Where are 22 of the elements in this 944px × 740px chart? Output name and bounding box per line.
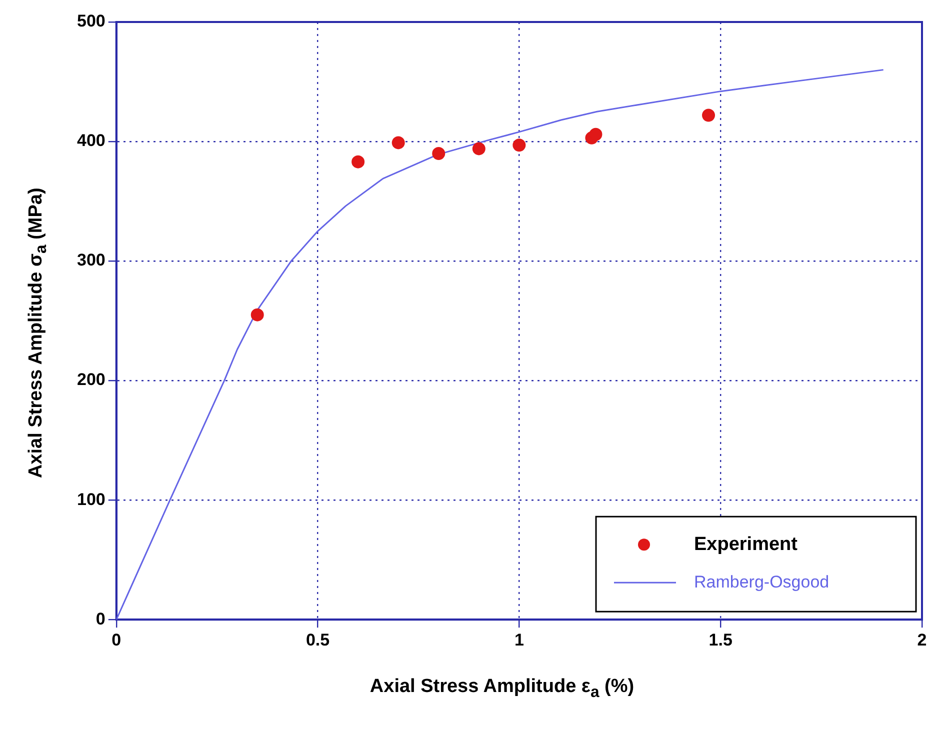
point xyxy=(392,136,405,150)
y-tick-label: 200 xyxy=(76,370,106,390)
point xyxy=(472,142,486,156)
x-tick-label: 0 xyxy=(112,630,122,650)
point xyxy=(250,308,264,322)
point xyxy=(432,146,446,160)
point xyxy=(512,138,526,152)
y-tick-label: 500 xyxy=(76,12,106,31)
legend-label: Ramberg-Osgood xyxy=(694,572,830,592)
x-tick-label: 1 xyxy=(514,630,524,650)
point xyxy=(589,128,602,141)
y-tick-label: 100 xyxy=(76,490,106,509)
y-tick-label: 400 xyxy=(76,131,106,150)
x-tick-label: 1.5 xyxy=(708,630,732,650)
point xyxy=(702,108,716,122)
x-axis-title: Axial Stress Amplitude ε$_{a}$ (%) xyxy=(368,676,636,702)
x-tick-label: 2 xyxy=(917,630,927,650)
x-tick-label: 0.5 xyxy=(306,630,330,650)
y-tick-label: 300 xyxy=(76,250,106,270)
point xyxy=(352,155,365,168)
y-tick-label: 0 xyxy=(96,609,106,628)
legend-label: Experiment xyxy=(694,534,798,555)
